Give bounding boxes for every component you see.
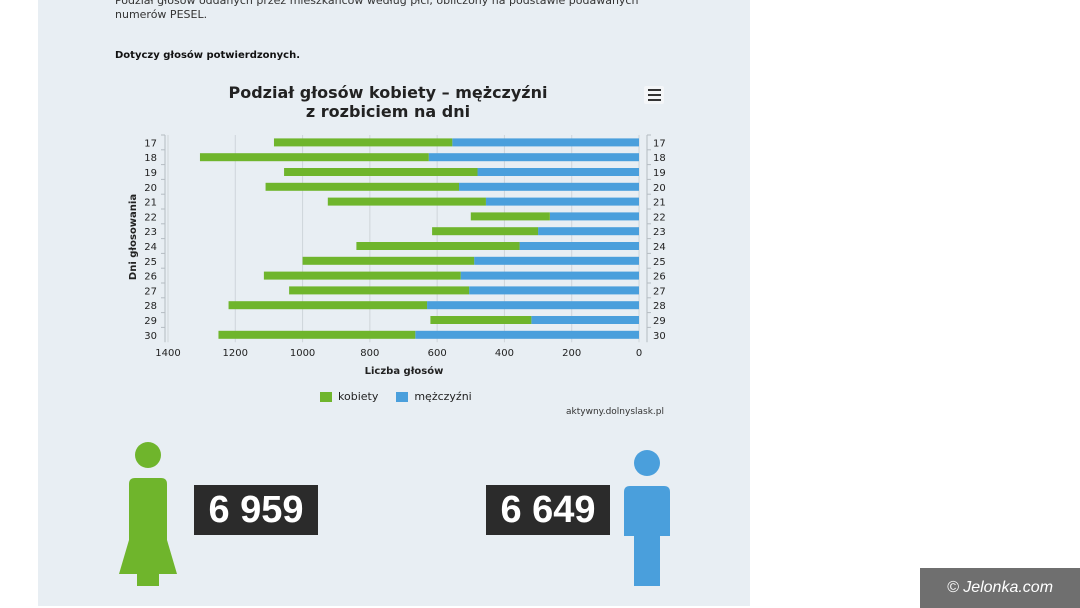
bar-women: [289, 286, 470, 295]
bar-women: [430, 316, 532, 324]
y-tick-label-left: 24: [144, 242, 157, 253]
chart-legend: kobiety mężczyźni: [320, 390, 472, 403]
bar-men: [519, 242, 639, 250]
y-tick-label-left: 20: [144, 183, 157, 194]
x-tick-label: 400: [495, 348, 514, 359]
y-tick-label-right: 23: [653, 227, 666, 238]
chart-credit: aktywny.dolnyslask.pl: [566, 407, 664, 417]
y-tick-label-left: 22: [144, 212, 157, 223]
y-tick-label-left: 25: [144, 257, 157, 268]
bar-men: [427, 301, 639, 310]
y-tick-label-right: 20: [653, 183, 666, 194]
watermark: © Jelonka.com: [920, 568, 1080, 608]
y-tick-label-right: 26: [653, 272, 666, 283]
bar-women: [302, 256, 475, 265]
bar-women: [263, 271, 461, 280]
bar-men: [469, 286, 639, 295]
y-tick-label-right: 19: [653, 168, 666, 179]
x-tick-label: 1000: [290, 348, 315, 359]
y-tick-label-right: 29: [653, 316, 666, 327]
bar-men: [460, 271, 639, 280]
y-tick-label-right: 27: [653, 286, 666, 297]
bar-women: [273, 138, 453, 147]
woman-icon: [119, 442, 177, 586]
total-men-count: 6 649: [486, 485, 610, 535]
x-tick-label: 1400: [155, 348, 180, 359]
x-tick-label: 600: [428, 348, 447, 359]
y-tick-label-right: 30: [653, 331, 666, 342]
bar-men: [474, 256, 639, 265]
bar-men: [415, 330, 639, 339]
y-tick-label-left: 21: [144, 198, 157, 209]
bar-men: [485, 197, 639, 206]
legend-swatch-men: [396, 391, 409, 402]
y-tick-label-left: 19: [144, 168, 157, 179]
legend-label-men: mężczyźni: [414, 390, 472, 403]
bar-women: [284, 168, 478, 176]
x-tick-label: 1200: [223, 348, 248, 359]
bar-women: [199, 153, 429, 162]
bar-men: [538, 227, 639, 236]
bar-women: [356, 242, 520, 250]
bar-women: [265, 182, 460, 191]
legend-item-women[interactable]: kobiety: [320, 390, 378, 403]
bar-men: [428, 153, 639, 162]
x-tick-label: 0: [636, 348, 642, 359]
chart-title-line-1: Podział głosów kobiety – mężczyźni: [228, 83, 548, 102]
legend-swatch-women: [320, 391, 332, 402]
confirmed-votes-note: Dotyczy głosów potwierdzonych.: [115, 50, 301, 61]
bar-men: [549, 212, 639, 221]
y-tick-label-left: 17: [144, 138, 157, 149]
bars: [199, 138, 639, 339]
y-tick-label-left: 23: [144, 227, 157, 238]
y-tick-label-left: 29: [144, 316, 157, 327]
bar-women: [327, 197, 486, 206]
hamburger-menu-icon[interactable]: [644, 86, 664, 104]
y-tick-label-right: 17: [653, 138, 666, 149]
y-tick-label-left: 18: [144, 153, 157, 164]
y-tick-label-left: 26: [144, 272, 157, 283]
y-tick-label-left: 28: [144, 301, 157, 312]
axes: 1400 1200 1000 800 600 400 200 0 17 17 18 18 19 19 20 2…: [144, 134, 666, 359]
bar-women: [218, 330, 416, 339]
intro-text: Podział głosów oddanych przez mieszkańcó…: [115, 0, 639, 21]
bar-men: [531, 316, 639, 324]
bar-men: [459, 182, 639, 191]
bar-women: [432, 227, 539, 236]
bar-men: [452, 138, 639, 147]
y-tick-label-left: 30: [144, 331, 157, 342]
y-axis-label: Dni głosowania: [128, 194, 139, 280]
y-tick-label-left: 27: [144, 286, 157, 297]
y-tick-label-right: 24: [653, 242, 666, 253]
chart-title: Podział głosów kobiety – mężczyźni z roz…: [218, 83, 558, 121]
bar-women: [228, 301, 428, 310]
legend-item-men[interactable]: mężczyźni: [396, 390, 472, 403]
y-tick-label-right: 28: [653, 301, 666, 312]
total-women-count: 6 959: [194, 485, 318, 535]
y-tick-label-right: 21: [653, 198, 666, 209]
bar-men: [477, 168, 639, 176]
y-tick-label-right: 25: [653, 257, 666, 268]
x-tick-label: 200: [562, 348, 581, 359]
x-tick-label: 800: [360, 348, 379, 359]
grid-lines: [167, 135, 640, 343]
y-tick-label-right: 22: [653, 212, 666, 223]
man-icon: [624, 450, 670, 586]
legend-label-women: kobiety: [338, 390, 379, 403]
bar-women: [470, 212, 550, 221]
y-tick-label-right: 18: [653, 153, 666, 164]
chart-title-line-2: z rozbiciem na dni: [305, 102, 471, 121]
x-axis-label: Liczba głosów: [365, 365, 444, 377]
